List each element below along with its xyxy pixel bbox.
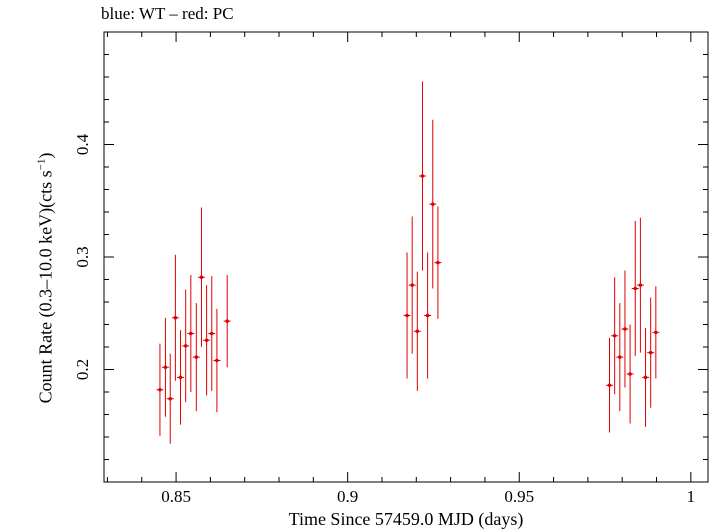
data-point bbox=[425, 313, 430, 318]
data-point bbox=[638, 283, 643, 287]
data-point bbox=[225, 319, 230, 323]
data-point bbox=[633, 286, 638, 291]
series-pc bbox=[156, 81, 660, 444]
x-tick-label: 0.85 bbox=[161, 487, 191, 506]
data-point bbox=[183, 344, 188, 348]
data-point bbox=[215, 358, 219, 363]
data-point bbox=[189, 331, 193, 336]
plot-frame bbox=[103, 31, 709, 483]
data-point bbox=[436, 260, 440, 265]
data-point bbox=[178, 375, 183, 380]
y-tick-label: 0.3 bbox=[73, 246, 92, 267]
data-point bbox=[648, 350, 653, 355]
data-point bbox=[410, 283, 414, 287]
y-axis-label-main: Count Rate (0.3–10.0 keV)(cts s bbox=[35, 170, 56, 404]
y-tick-label: 0.2 bbox=[73, 359, 92, 380]
data-point bbox=[199, 275, 204, 280]
data-point bbox=[643, 375, 648, 380]
data-point bbox=[618, 355, 622, 359]
data-point bbox=[194, 355, 199, 359]
y-axis-label-end: ) bbox=[35, 152, 56, 159]
data-point bbox=[430, 202, 435, 206]
x-axis-label: Time Since 57459.0 MJD (days) bbox=[288, 509, 524, 529]
y-tick-label: 0.4 bbox=[73, 133, 92, 155]
x-tick-label: 0.9 bbox=[337, 487, 358, 506]
data-point bbox=[209, 331, 214, 336]
data-point bbox=[607, 383, 612, 388]
data-point bbox=[654, 330, 658, 335]
x-tick-label: 0.95 bbox=[504, 487, 534, 506]
data-point bbox=[612, 333, 617, 338]
data-point bbox=[623, 327, 627, 331]
data-point bbox=[204, 338, 209, 343]
data-point bbox=[163, 365, 168, 370]
axes: 0.85 0.9 0.95 1 0.2 0.3 0.4 bbox=[73, 32, 708, 506]
data-point bbox=[628, 372, 632, 376]
data-point bbox=[415, 329, 420, 334]
x-tick-label: 1 bbox=[687, 487, 696, 506]
y-axis-label-exponent: −1 bbox=[35, 158, 48, 171]
data-point bbox=[420, 174, 425, 178]
y-axis-label: Count Rate (0.3–10.0 keV)(cts s−1) bbox=[36, 153, 57, 404]
chart-title: blue: WT – red: PC bbox=[101, 4, 234, 23]
data-point bbox=[168, 396, 173, 401]
data-point bbox=[158, 387, 162, 392]
data-point bbox=[173, 315, 178, 320]
data-points bbox=[156, 81, 660, 444]
data-point bbox=[405, 313, 409, 318]
